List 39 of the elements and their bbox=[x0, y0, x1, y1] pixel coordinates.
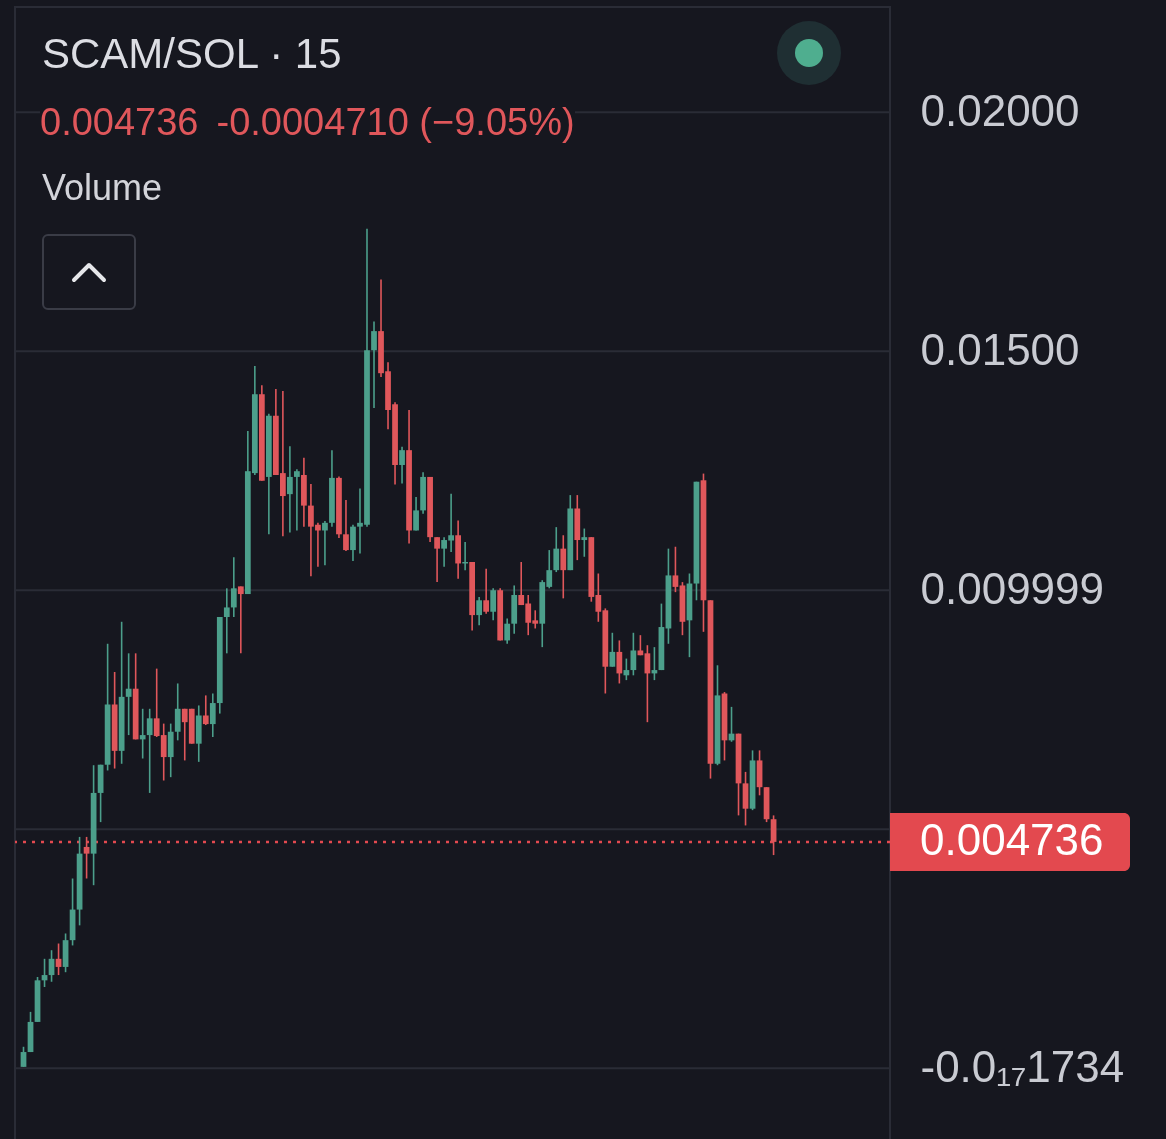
candlestick bbox=[483, 567, 490, 615]
y-tick-label: 0.009999 bbox=[920, 563, 1105, 613]
candlestick bbox=[209, 692, 216, 738]
text: SCAM/SOL · 15 bbox=[42, 30, 342, 77]
y-tick-label: 0.01500 bbox=[920, 324, 1080, 374]
candlestick bbox=[125, 652, 132, 736]
candlestick bbox=[287, 445, 293, 534]
candlestick bbox=[399, 446, 405, 485]
candlestick bbox=[350, 523, 356, 562]
candlestick bbox=[139, 707, 146, 760]
annotation: Volume bbox=[42, 167, 163, 208]
candlestick bbox=[623, 657, 630, 681]
y-tick-label: 0.02000 bbox=[920, 85, 1080, 135]
candlestick bbox=[609, 631, 616, 668]
candlestick bbox=[672, 545, 679, 593]
candlestick bbox=[616, 639, 623, 685]
annotation: 0.004736 bbox=[40, 101, 199, 143]
candlestick bbox=[146, 707, 153, 794]
candlestick bbox=[504, 617, 511, 645]
candlestick bbox=[581, 527, 588, 558]
candlestick bbox=[223, 587, 230, 655]
candlestick bbox=[202, 694, 209, 726]
candlestick bbox=[413, 496, 419, 532]
y-tick-label: -0.0₁₇1734 bbox=[920, 1041, 1125, 1091]
candlestick bbox=[560, 534, 567, 600]
candlestick bbox=[174, 682, 181, 742]
candlestick bbox=[322, 520, 328, 567]
candlestick bbox=[490, 587, 497, 622]
candlestick bbox=[434, 536, 440, 583]
candlestick bbox=[343, 499, 349, 552]
candlestick bbox=[553, 526, 560, 573]
candlestick bbox=[83, 836, 90, 880]
annotation: -0.0004710 (−9.05%) bbox=[216, 101, 575, 143]
ref-line-label: 0.004736 bbox=[920, 814, 1104, 864]
candlestick bbox=[371, 320, 377, 409]
candlestick bbox=[230, 556, 237, 618]
candlestick bbox=[476, 596, 483, 626]
candlestick bbox=[237, 585, 244, 655]
candlestick bbox=[294, 468, 300, 532]
